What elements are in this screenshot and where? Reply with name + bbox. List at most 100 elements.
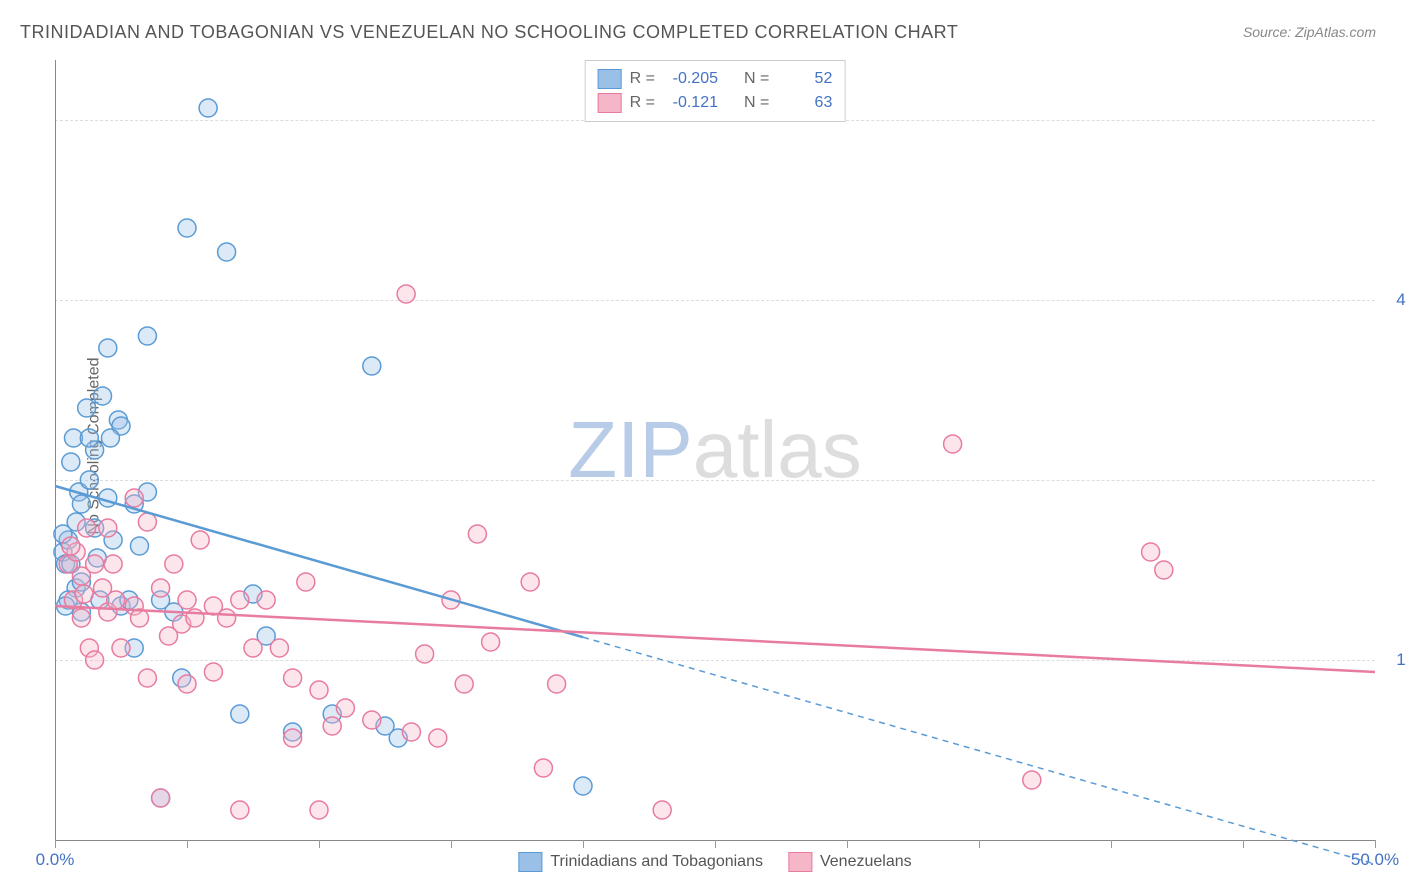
swatch-series-2 <box>598 93 622 113</box>
x-tick <box>319 840 320 848</box>
x-tick <box>187 840 188 848</box>
data-point <box>94 387 112 405</box>
data-point <box>72 609 90 627</box>
series-legend: Trinidadians and Tobagonians Venezuelans <box>518 852 911 872</box>
data-point <box>336 699 354 717</box>
legend-item-1: Trinidadians and Tobagonians <box>518 852 763 872</box>
data-point <box>231 591 249 609</box>
chart-container: TRINIDADIAN AND TOBAGONIAN VS VENEZUELAN… <box>0 0 1406 892</box>
x-tick <box>451 840 452 848</box>
data-point <box>534 759 552 777</box>
data-point <box>363 711 381 729</box>
x-tick-label: 50.0% <box>1351 850 1399 870</box>
y-tick-label: 1.5% <box>1396 650 1406 670</box>
data-point <box>397 285 415 303</box>
data-point <box>218 243 236 261</box>
data-point <box>270 639 288 657</box>
data-point <box>297 573 315 591</box>
data-point <box>101 429 119 447</box>
data-point <box>218 609 236 627</box>
data-point <box>138 327 156 345</box>
data-point <box>402 723 420 741</box>
data-point <box>284 669 302 687</box>
y-tick-label: 4.5% <box>1396 290 1406 310</box>
data-point <box>130 537 148 555</box>
legend-item-2: Venezuelans <box>788 852 912 872</box>
n-value-2: 63 <box>777 94 832 112</box>
x-tick <box>979 840 980 848</box>
data-point <box>107 591 125 609</box>
data-point <box>80 471 98 489</box>
data-point <box>244 639 262 657</box>
data-point <box>112 639 130 657</box>
data-point <box>86 651 104 669</box>
data-point <box>231 705 249 723</box>
data-point <box>944 435 962 453</box>
data-point <box>72 495 90 513</box>
data-point <box>178 219 196 237</box>
x-tick-label: 0.0% <box>36 850 75 870</box>
data-point <box>62 537 80 555</box>
data-point <box>99 489 117 507</box>
data-point <box>104 555 122 573</box>
stats-row-2: R = -0.121 N = 63 <box>598 91 833 115</box>
x-tick <box>847 840 848 848</box>
r-label-2: R = <box>630 94 655 112</box>
data-point <box>1142 543 1160 561</box>
x-tick <box>1243 840 1244 848</box>
data-point <box>1155 561 1173 579</box>
data-point <box>78 519 96 537</box>
data-point <box>482 633 500 651</box>
plot-area: ZIPatlas R = -0.205 N = 52 R = -0.121 N … <box>55 60 1375 840</box>
swatch-series-1 <box>598 69 622 89</box>
data-point <box>138 669 156 687</box>
data-point <box>178 591 196 609</box>
data-point <box>455 675 473 693</box>
legend-label-2: Venezuelans <box>820 853 912 871</box>
data-point <box>165 555 183 573</box>
data-point <box>138 513 156 531</box>
data-point <box>199 99 217 117</box>
data-point <box>257 591 275 609</box>
data-point <box>62 453 80 471</box>
data-point <box>152 789 170 807</box>
data-point <box>160 627 178 645</box>
x-tick <box>583 840 584 848</box>
stats-legend: R = -0.205 N = 52 R = -0.121 N = 63 <box>585 60 846 122</box>
data-point <box>125 489 143 507</box>
data-point <box>323 717 341 735</box>
n-label-2: N = <box>744 94 769 112</box>
data-point <box>548 675 566 693</box>
data-point <box>429 729 447 747</box>
data-point <box>191 531 209 549</box>
data-point <box>653 801 671 819</box>
x-tick <box>55 840 56 848</box>
data-point <box>80 429 98 447</box>
legend-swatch-1 <box>518 852 542 872</box>
data-point <box>521 573 539 591</box>
x-tick <box>715 840 716 848</box>
legend-label-1: Trinidadians and Tobagonians <box>550 853 763 871</box>
data-point <box>310 681 328 699</box>
data-point <box>231 801 249 819</box>
data-point <box>75 585 93 603</box>
x-tick <box>1375 840 1376 848</box>
stats-row-1: R = -0.205 N = 52 <box>598 67 833 91</box>
r-label-1: R = <box>630 70 655 88</box>
data-point <box>1023 771 1041 789</box>
data-point <box>574 777 592 795</box>
data-point <box>99 339 117 357</box>
r-value-2: -0.121 <box>663 94 718 112</box>
data-point <box>99 519 117 537</box>
data-point <box>86 555 104 573</box>
plot-svg <box>55 60 1375 840</box>
source-attribution: Source: ZipAtlas.com <box>1243 24 1376 40</box>
data-point <box>363 357 381 375</box>
data-point <box>152 579 170 597</box>
data-point <box>204 663 222 681</box>
data-point <box>416 645 434 663</box>
data-point <box>78 399 96 417</box>
legend-swatch-2 <box>788 852 812 872</box>
data-point <box>468 525 486 543</box>
data-point <box>284 729 302 747</box>
